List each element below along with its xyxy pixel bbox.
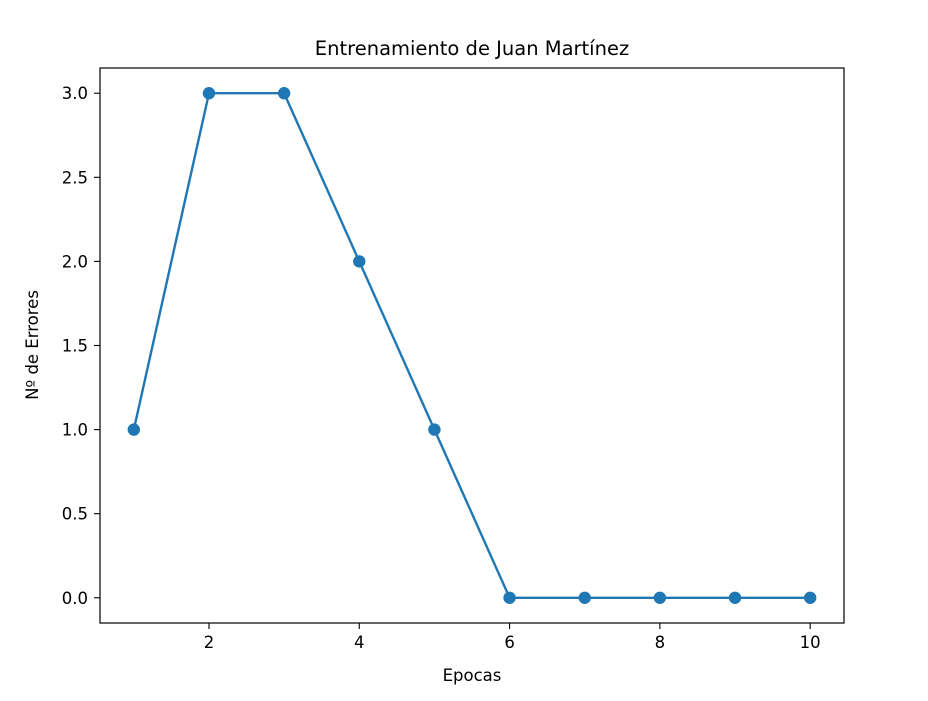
data-point-2: [202, 87, 216, 100]
y-tick-label: 1.5: [62, 337, 88, 356]
plot-area-frame: [99, 67, 845, 624]
y-tick-label: 3.0: [62, 84, 88, 103]
y-tick-label: 0.5: [62, 505, 88, 524]
y-tick-label: 0.0: [62, 589, 88, 608]
x-tick-label: 4: [354, 633, 365, 652]
series-marker-layer: [127, 87, 817, 604]
x-tick-label: 2: [204, 633, 215, 652]
x-axis-ticks: 2 4 6 8 10: [204, 623, 821, 652]
data-point-7: [578, 591, 591, 604]
data-point-5: [428, 423, 441, 436]
x-tick-label: 10: [800, 633, 821, 652]
y-tick-label: 2.0: [62, 252, 88, 271]
data-point-4: [353, 255, 366, 268]
x-tick-label: 6: [504, 633, 515, 652]
x-tick-label: 8: [655, 633, 666, 652]
y-tick-label: 1.0: [62, 421, 88, 440]
data-point-3: [277, 87, 291, 100]
data-point-6: [503, 591, 516, 604]
x-axis-label: Epocas: [443, 666, 502, 685]
data-point-1: [127, 423, 141, 436]
chart-title: Entrenamiento de Juan Martínez: [315, 37, 629, 60]
y-tick-label: 2.5: [62, 168, 88, 187]
y-axis-ticks: 0.0 0.5 1.0 1.5 2.0 2.5 3.0: [62, 84, 100, 608]
series-line-layer: [132, 92, 812, 599]
y-axis-label: Nº de Errores: [23, 290, 42, 400]
data-point-9: [728, 591, 742, 604]
series-line: [132, 92, 812, 599]
data-point-10: [803, 591, 817, 604]
data-point-8: [653, 591, 667, 604]
